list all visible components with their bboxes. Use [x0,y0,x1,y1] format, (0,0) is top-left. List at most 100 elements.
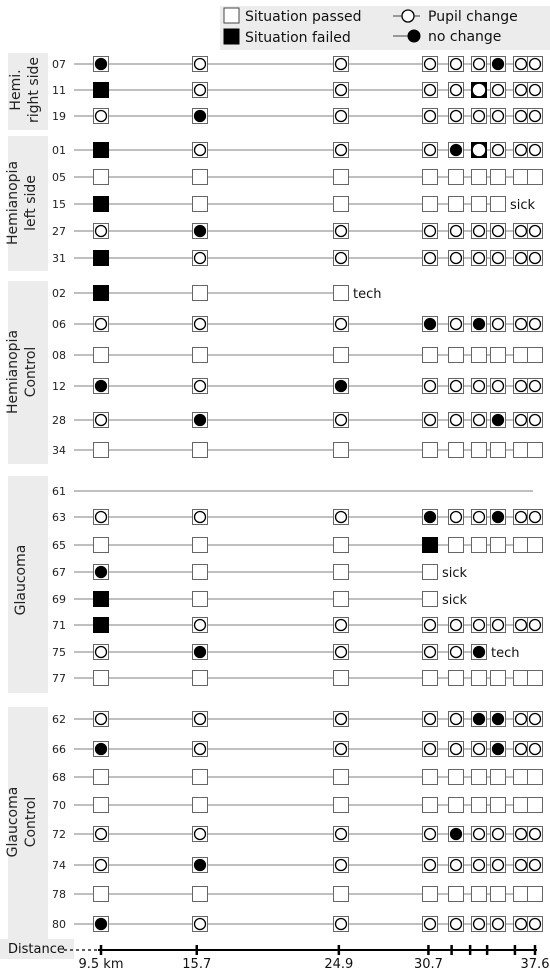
pupil-change-mark [449,379,463,393]
pupil-change-mark [94,510,108,524]
no-change-mark [491,742,505,756]
situation-passed-mark [527,537,543,553]
situation-passed-mark [448,169,464,185]
table-row: 02 tech [52,285,381,302]
row-note: sick [442,566,468,581]
pupil-change-mark [472,827,486,841]
pupil-change-mark [94,224,108,238]
pupil-change-mark [423,858,437,872]
situation-passed-mark [527,769,543,785]
row-id: 02 [52,287,66,300]
axis-tick-label: 15.7 [182,957,211,971]
pupil-change-mark [472,251,486,265]
situation-passed-mark [333,169,349,185]
situation-passed-mark [422,886,438,902]
pupil-change-mark [528,109,542,123]
no-change-mark [423,317,437,331]
situation-passed-mark [490,797,506,813]
pupil-change-mark [449,251,463,265]
situation-passed-mark [192,196,208,212]
axis-tick-label: 37.6 [521,957,550,971]
table-row: 69 sick [52,591,468,608]
row-id: 66 [52,743,66,756]
pupil-change-mark [491,917,505,931]
no-change-mark [423,510,437,524]
pupil-change-mark [528,57,542,71]
situation-passed-mark [422,564,438,580]
row-id: 31 [52,252,66,265]
group-label: Hemi. right side [8,57,42,123]
pupil-change-mark [491,143,505,157]
no-change-mark [193,645,207,659]
situation-passed-mark [192,769,208,785]
situation-passed-mark [448,670,464,686]
group-label-line: Control [23,347,39,398]
table-row: 66 [52,741,543,757]
situation-passed-mark [422,769,438,785]
pupil-change-mark [334,413,348,427]
no-change-mark [193,413,207,427]
pupil-change-mark [514,413,528,427]
situation-passed-mark [422,670,438,686]
group-label: Hemianopia left side [5,161,39,245]
pupil-change-mark [528,251,542,265]
row-id: 28 [52,414,66,427]
axis-label: Distance [8,942,65,957]
situation-passed-mark [490,670,506,686]
situation-passed-mark [93,769,109,785]
pupil-change-mark [94,827,108,841]
legend-nochange-label: no change [428,29,501,45]
group-panel [8,476,48,693]
situation-passed-mark [422,591,438,607]
situation-passed-mark [333,670,349,686]
situation-passed-mark [333,285,349,301]
situation-passed-mark [471,169,487,185]
pupil-change-mark [514,858,528,872]
legend-nochange-swatch [407,29,421,43]
pupil-change-mark [514,57,528,71]
row-id: 74 [52,859,66,872]
pupil-change-mark [423,712,437,726]
row-id: 71 [52,619,66,632]
pupil-change-mark [423,618,437,632]
pupil-change-mark [528,742,542,756]
table-row: 11 [52,82,543,98]
situation-passed-mark [471,196,487,212]
table-row: 06 [52,316,543,332]
pupil-change-mark [514,618,528,632]
pupil-change-mark [472,83,486,97]
pupil-change-mark [528,317,542,331]
row-id: 80 [52,918,66,931]
situation-passed-mark [333,797,349,813]
situation-passed-mark [192,670,208,686]
no-change-mark [491,413,505,427]
situation-passed-mark [333,196,349,212]
situation-passed-mark [527,169,543,185]
situation-passed-mark [490,442,506,458]
pupil-change-mark [94,413,108,427]
situation-passed-mark [471,886,487,902]
situation-passed-mark [93,347,109,363]
table-row: 34 [52,442,543,458]
situation-passed-mark [448,886,464,902]
pupil-change-mark [449,917,463,931]
pupil-change-mark [193,57,207,71]
legend-change-label: Pupil change [428,9,518,25]
table-row: 65 [52,537,543,553]
pupil-change-mark [334,251,348,265]
pupil-change-mark [514,109,528,123]
situation-failed-mark [93,142,109,158]
situation-passed-mark [192,285,208,301]
pupil-change-mark [449,224,463,238]
table-row: 74 [52,857,543,873]
pupil-change-mark [193,917,207,931]
pupil-change-mark [472,224,486,238]
table-row: 72 [52,826,543,842]
pupil-change-mark [472,413,486,427]
pupil-change-mark [334,917,348,931]
table-row: 07 [52,56,543,72]
situation-passed-mark [527,670,543,686]
axis-tick-label: 9.5 km [79,957,124,971]
table-row: 70 [52,797,543,813]
